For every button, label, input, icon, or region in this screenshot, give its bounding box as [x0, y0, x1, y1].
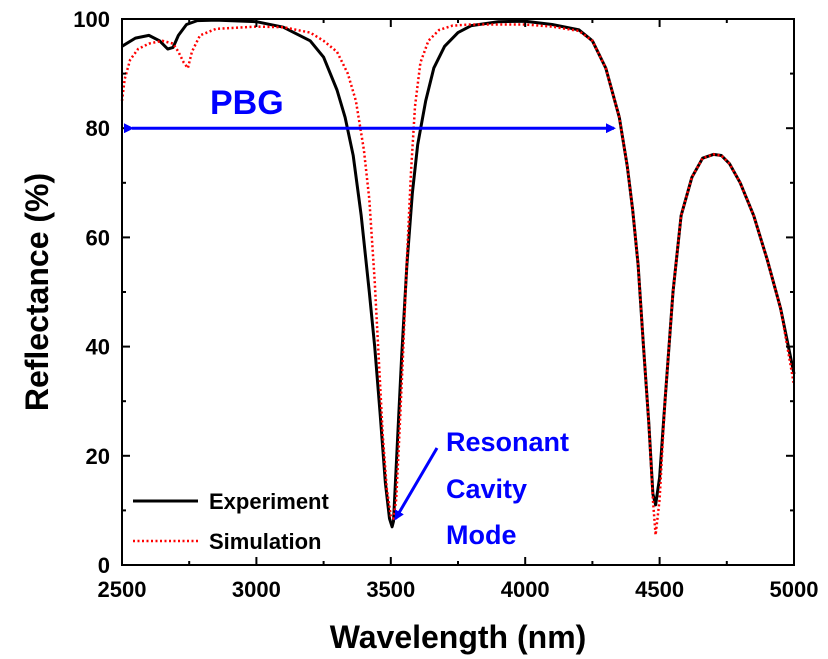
x-axis-title: Wavelength (nm) [330, 619, 587, 655]
y-tick-label: 80 [86, 116, 110, 141]
legend: Experiment Simulation [133, 489, 329, 554]
x-tick-label: 4500 [635, 577, 684, 602]
resonant-mode-arrow [394, 447, 439, 521]
x-tick-label: 3000 [232, 577, 281, 602]
y-tick-label: 100 [73, 7, 110, 32]
resonant-mode-label-line1: Resonant [446, 427, 569, 457]
x-tick-label: 5000 [770, 577, 819, 602]
plot-area [120, 18, 796, 537]
resonant-mode-label-line3: Mode [446, 520, 517, 550]
x-tick-label: 3500 [366, 577, 415, 602]
y-axis-title: Reflectance (%) [19, 173, 55, 411]
y-tick-label: 0 [98, 553, 110, 578]
pbg-label: PBG [210, 84, 284, 122]
ticks-layer: 2500 3000 3500 4000 4500 5000 0 20 40 60 80 100 [73, 7, 818, 602]
y-tick-label: 40 [86, 335, 110, 360]
series-layer [120, 18, 796, 537]
resonant-mode-label-line2: Cavity [446, 474, 527, 504]
y-tick-label: 60 [86, 225, 110, 250]
x-tick-label: 2500 [98, 577, 147, 602]
legend-label-simulation: Simulation [209, 529, 321, 554]
x-tick-label: 4000 [501, 577, 550, 602]
legend-label-experiment: Experiment [209, 489, 329, 514]
y-tick-label: 20 [86, 444, 110, 469]
